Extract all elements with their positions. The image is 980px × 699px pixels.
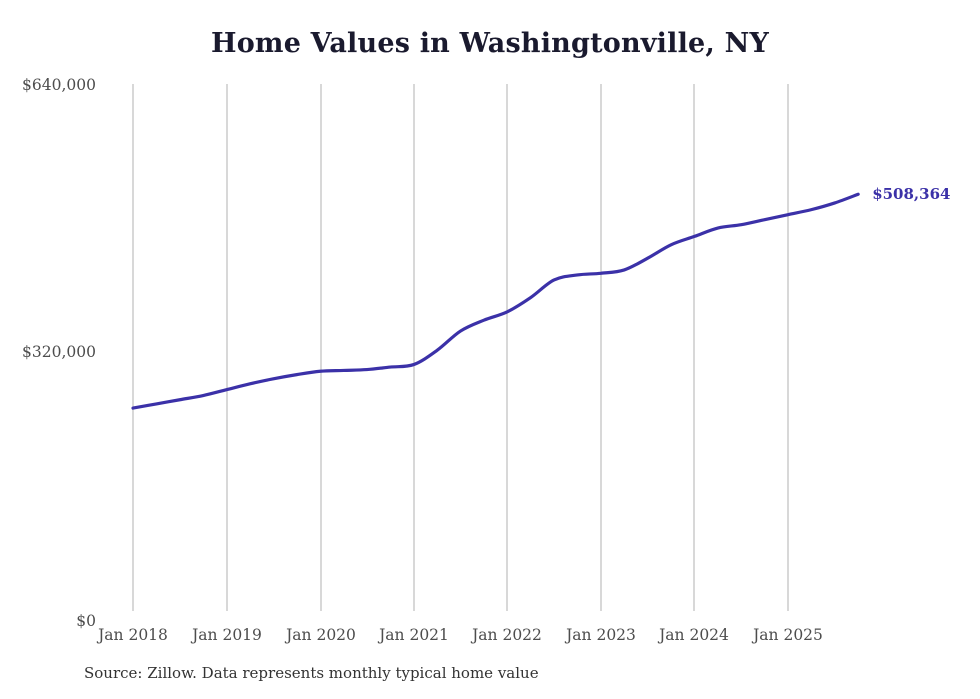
x-tick-label: Jan 2025 [751, 626, 823, 644]
data-series-line [131, 192, 860, 410]
y-tick-label: $0 [76, 612, 96, 630]
x-tick-label: Jan 2021 [377, 626, 449, 644]
x-tick-label: Jan 2018 [96, 626, 168, 644]
endpoint-value-label: $508,364 [872, 185, 950, 203]
x-tick-label: Jan 2020 [284, 626, 356, 644]
y-tick-label: $640,000 [22, 76, 96, 94]
chart-title: Home Values in Washingtonville, NY [211, 28, 769, 59]
x-tick-label: Jan 2019 [190, 626, 262, 644]
y-tick-label: $320,000 [22, 343, 96, 361]
x-tick-label: Jan 2023 [564, 626, 636, 644]
x-tick-label: Jan 2022 [470, 626, 542, 644]
x-axis-tick-labels: Jan 2018 Jan 2019 Jan 2020 Jan 2021 Jan … [96, 626, 823, 644]
x-tick-label: Jan 2024 [657, 626, 729, 644]
y-axis-tick-labels: $640,000 $320,000 $0 [22, 76, 96, 630]
source-note: Source: Zillow. Data represents monthly … [84, 664, 539, 682]
gridlines [132, 84, 789, 611]
